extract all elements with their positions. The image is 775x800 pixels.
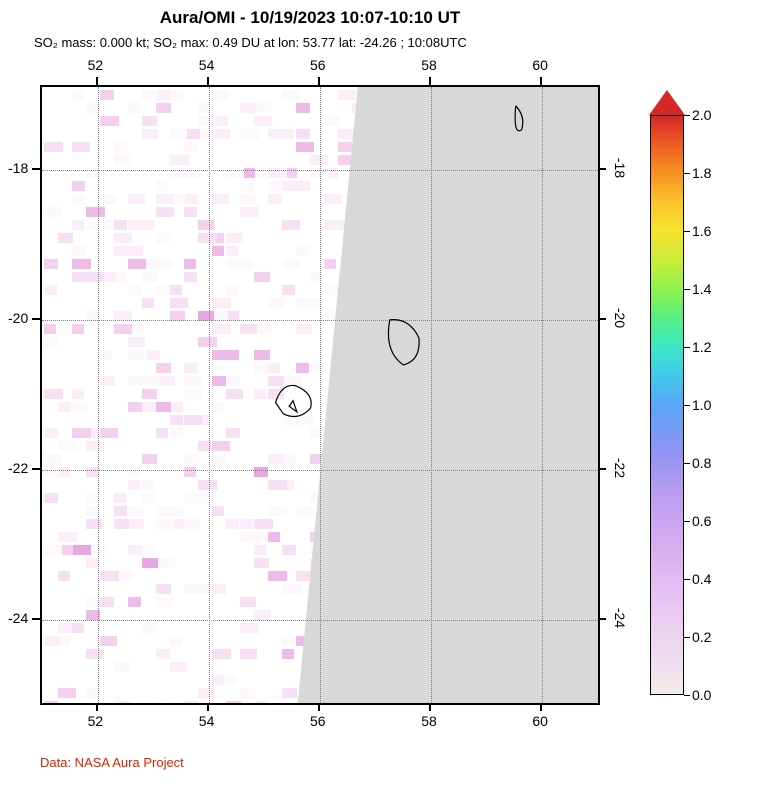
x-tick-label: 60	[532, 713, 548, 729]
colorbar-tick-label: 0.4	[692, 571, 711, 587]
x-tick-label: 56	[310, 713, 326, 729]
colorbar-tick	[684, 695, 690, 696]
y-tick-label: -20	[8, 310, 28, 326]
tick	[540, 77, 542, 85]
colorbar-overflow-arrow	[649, 90, 685, 115]
colorbar-tick-label: 0.2	[692, 629, 711, 645]
colorbar-tick-label: 1.6	[692, 223, 711, 239]
tick	[207, 77, 209, 85]
tick	[32, 618, 40, 620]
tick	[598, 618, 606, 620]
colorbar: PCA SO₂ column TRM [DU] 0.00.20.40.60.81…	[650, 90, 760, 730]
island-outline	[515, 106, 523, 131]
y-tick-label: -24	[612, 608, 628, 628]
tick	[207, 703, 209, 711]
colorbar-tick-label: 1.8	[692, 165, 711, 181]
colorbar-tick	[684, 347, 690, 348]
y-tick-label: -22	[8, 460, 28, 476]
tick	[429, 77, 431, 85]
colorbar-tick	[684, 173, 690, 174]
tick	[598, 168, 606, 170]
colorbar-tick	[684, 463, 690, 464]
colorbar-tick-label: 1.0	[692, 397, 711, 413]
islands-layer	[42, 87, 598, 703]
colorbar-tick	[684, 521, 690, 522]
y-tick-label: -18	[612, 158, 628, 178]
tick	[598, 468, 606, 470]
colorbar-tick	[684, 115, 690, 116]
colorbar-tick-label: 1.4	[692, 281, 711, 297]
colorbar-tick-label: 2.0	[692, 107, 711, 123]
x-tick-label: 54	[199, 713, 215, 729]
x-tick-label: 54	[199, 57, 215, 73]
y-tick-label: -24	[8, 610, 28, 626]
tick	[598, 318, 606, 320]
x-tick-label: 56	[310, 57, 326, 73]
tick	[429, 703, 431, 711]
y-tick-label: -22	[612, 458, 628, 478]
colorbar-tick-label: 0.8	[692, 455, 711, 471]
x-tick-label: 58	[421, 57, 437, 73]
x-tick-label: 60	[532, 57, 548, 73]
colorbar-tick-label: 1.2	[692, 339, 711, 355]
map-plot-area	[40, 85, 600, 705]
tick	[32, 168, 40, 170]
data-credit: Data: NASA Aura Project	[40, 755, 184, 770]
tick	[96, 77, 98, 85]
colorbar-tick	[684, 289, 690, 290]
colorbar-tick-label: 0.6	[692, 513, 711, 529]
chart-title: Aura/OMI - 10/19/2023 10:07-10:10 UT	[0, 8, 620, 28]
tick	[318, 77, 320, 85]
y-tick-label: -20	[612, 308, 628, 328]
x-tick-label: 52	[88, 713, 104, 729]
colorbar-tick	[684, 231, 690, 232]
island-outline	[276, 385, 312, 416]
y-tick-label: -18	[8, 160, 28, 176]
island-outline	[388, 320, 419, 365]
tick	[318, 703, 320, 711]
colorbar-tick	[684, 579, 690, 580]
x-tick-label: 58	[421, 713, 437, 729]
tick	[96, 703, 98, 711]
tick	[32, 318, 40, 320]
colorbar-tick	[684, 405, 690, 406]
colorbar-tick	[684, 637, 690, 638]
chart-subtitle: SO₂ mass: 0.000 kt; SO₂ max: 0.49 DU at …	[34, 35, 467, 50]
tick	[540, 703, 542, 711]
colorbar-body	[650, 115, 684, 695]
x-tick-label: 52	[88, 57, 104, 73]
tick	[32, 468, 40, 470]
colorbar-tick-label: 0.0	[692, 687, 711, 703]
